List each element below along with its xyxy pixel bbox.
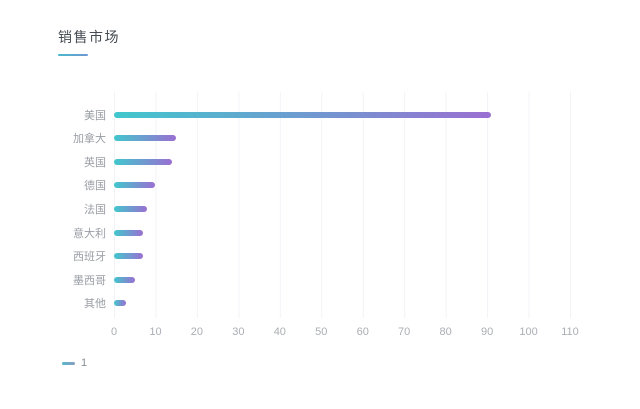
plot-gridlines — [114, 92, 571, 318]
category-label: 其他 — [84, 298, 106, 311]
chart-title: 销售市场 — [58, 29, 120, 45]
bar-track — [114, 127, 570, 151]
bar-row: 墨西哥 — [0, 268, 570, 292]
legend-item[interactable]: 1 — [62, 357, 87, 369]
x-tick-label: 70 — [398, 326, 411, 338]
bar-row: 法国 — [0, 197, 570, 221]
category-label: 美国 — [84, 109, 106, 122]
x-tick-label: 30 — [232, 326, 245, 338]
bar — [114, 300, 127, 307]
bar-row: 西班牙 — [0, 244, 570, 268]
category-label: 英国 — [84, 156, 106, 169]
title-underline-accent — [58, 54, 88, 56]
bar-track — [114, 292, 570, 316]
bar-row: 英国 — [0, 150, 570, 174]
bar-row: 德国 — [0, 174, 570, 198]
x-tick-label: 90 — [480, 326, 494, 338]
bar-row: 加拿大 — [0, 127, 570, 151]
bar-row: 美国 — [0, 103, 570, 127]
bar-track — [114, 197, 570, 221]
category-label: 德国 — [84, 180, 106, 193]
bar-track — [114, 221, 570, 245]
bar — [114, 206, 148, 213]
x-tick-label: 40 — [273, 326, 286, 338]
x-tick-label: 20 — [190, 326, 204, 338]
bar — [114, 229, 144, 236]
x-tick-label: 110 — [561, 326, 579, 338]
bar-row: 意大利 — [0, 221, 570, 245]
legend-line-marker — [62, 361, 75, 365]
x-tick-label: 50 — [315, 326, 328, 338]
bar-track — [114, 268, 570, 292]
bar-track — [114, 174, 570, 198]
bar-rows: 美国加拿大英国德国法国意大利西班牙墨西哥其他 — [0, 103, 570, 315]
bar — [114, 158, 173, 165]
legend-label: 1 — [81, 357, 88, 369]
bar-track — [114, 244, 570, 268]
x-tick-label: 0 — [110, 326, 118, 338]
bar — [114, 182, 156, 189]
category-label: 意大利 — [73, 227, 106, 240]
bar — [114, 253, 144, 260]
bar — [114, 111, 492, 118]
x-axis-ticks: 0 10 20 30 40 50 60 70 80 90 100 110 — [110, 326, 579, 340]
x-tick-label: 10 — [149, 326, 162, 338]
bar-row: 其他 — [0, 292, 570, 316]
x-tick-label: 100 — [519, 326, 538, 338]
category-label: 法国 — [84, 204, 106, 217]
bar-track — [114, 103, 570, 127]
bar-track — [114, 150, 570, 174]
x-tick-label: 80 — [439, 326, 452, 338]
bar — [114, 135, 177, 142]
category-label: 墨西哥 — [73, 274, 106, 287]
category-label: 加拿大 — [73, 133, 106, 146]
bar — [114, 276, 135, 283]
x-tick-label: 60 — [356, 326, 369, 338]
category-label: 西班牙 — [73, 251, 106, 264]
